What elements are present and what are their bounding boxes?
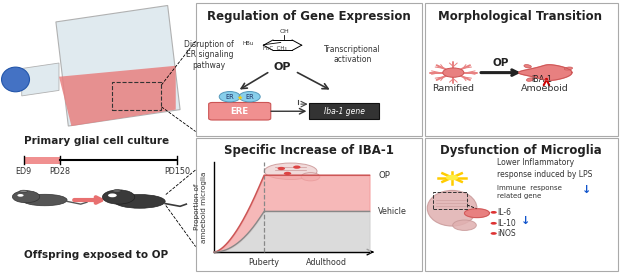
Text: IL-6: IL-6 (497, 208, 511, 217)
Circle shape (491, 211, 497, 214)
Circle shape (293, 165, 301, 169)
Text: ER: ER (245, 94, 254, 100)
FancyBboxPatch shape (309, 103, 379, 119)
FancyBboxPatch shape (425, 138, 618, 271)
Ellipse shape (19, 190, 27, 192)
Text: OP: OP (274, 62, 291, 72)
Text: Offspring exposed to OP: Offspring exposed to OP (24, 250, 168, 260)
Text: ★: ★ (237, 95, 243, 101)
Text: OP: OP (378, 171, 390, 180)
Text: OP: OP (492, 58, 509, 68)
FancyBboxPatch shape (196, 3, 422, 136)
Text: Puberty: Puberty (248, 258, 279, 267)
Circle shape (443, 68, 464, 77)
Ellipse shape (453, 220, 476, 230)
Polygon shape (59, 66, 176, 126)
Text: Ramified: Ramified (432, 84, 474, 93)
Circle shape (491, 222, 497, 225)
Text: IBA-1: IBA-1 (531, 75, 552, 84)
Ellipse shape (524, 65, 532, 68)
Text: PD28: PD28 (49, 167, 70, 176)
FancyBboxPatch shape (196, 138, 422, 271)
Polygon shape (22, 63, 59, 96)
Text: Iba-1 gene: Iba-1 gene (324, 107, 365, 116)
Ellipse shape (564, 67, 573, 70)
Text: Specific Increase of IBA-1: Specific Increase of IBA-1 (224, 144, 394, 157)
Polygon shape (519, 65, 572, 81)
FancyBboxPatch shape (425, 3, 618, 136)
Circle shape (491, 232, 497, 235)
Ellipse shape (22, 194, 67, 206)
Text: ED9: ED9 (16, 167, 32, 176)
Text: iNOS: iNOS (497, 229, 515, 238)
Polygon shape (56, 5, 180, 126)
Text: IL-10: IL-10 (497, 219, 515, 228)
Ellipse shape (112, 190, 121, 192)
Circle shape (102, 190, 135, 204)
Text: Amoeboid: Amoeboid (522, 84, 569, 93)
Text: Transcriptional
activation: Transcriptional activation (324, 45, 381, 64)
Text: HBu: HBu (243, 41, 254, 46)
Text: PD150: PD150 (164, 167, 190, 176)
Ellipse shape (219, 92, 240, 102)
Ellipse shape (427, 190, 477, 226)
Circle shape (108, 193, 117, 197)
Bar (433, 192, 467, 209)
Circle shape (12, 191, 40, 203)
Text: ER: ER (225, 94, 234, 100)
Circle shape (446, 175, 458, 180)
FancyBboxPatch shape (209, 102, 271, 120)
Ellipse shape (239, 92, 260, 102)
Text: Lower Inflammatory
response induced by LPS: Lower Inflammatory response induced by L… (497, 158, 592, 179)
Text: Adulthood: Adulthood (306, 258, 347, 267)
Ellipse shape (265, 163, 317, 179)
Circle shape (278, 167, 285, 170)
Text: ERE: ERE (230, 107, 249, 116)
Circle shape (17, 194, 24, 197)
Text: Immune  response
related gene: Immune response related gene (497, 185, 561, 199)
Text: Disruption of
ER signaling
pathway: Disruption of ER signaling pathway (184, 40, 234, 70)
Text: Primary glial cell culture: Primary glial cell culture (24, 136, 169, 145)
Text: Vehicle: Vehicle (378, 207, 407, 216)
Text: H₃C  CH₃: H₃C CH₃ (263, 46, 287, 51)
Text: ↓: ↓ (521, 216, 531, 226)
Text: Morphological Transition: Morphological Transition (438, 10, 602, 22)
Ellipse shape (301, 173, 320, 181)
Polygon shape (465, 209, 489, 218)
Text: ↓: ↓ (581, 185, 591, 195)
Ellipse shape (527, 78, 533, 81)
Text: Regulation of Gene Expression: Regulation of Gene Expression (207, 10, 410, 22)
Circle shape (284, 172, 291, 175)
Text: Proportion of
amoeboid microglia: Proportion of amoeboid microglia (194, 171, 207, 242)
Ellipse shape (2, 67, 30, 92)
Bar (24, 157, 60, 164)
Ellipse shape (114, 195, 165, 208)
Text: OH: OH (279, 29, 289, 35)
Text: Dysfunction of Microglia: Dysfunction of Microglia (440, 144, 601, 157)
Bar (112, 82, 161, 110)
